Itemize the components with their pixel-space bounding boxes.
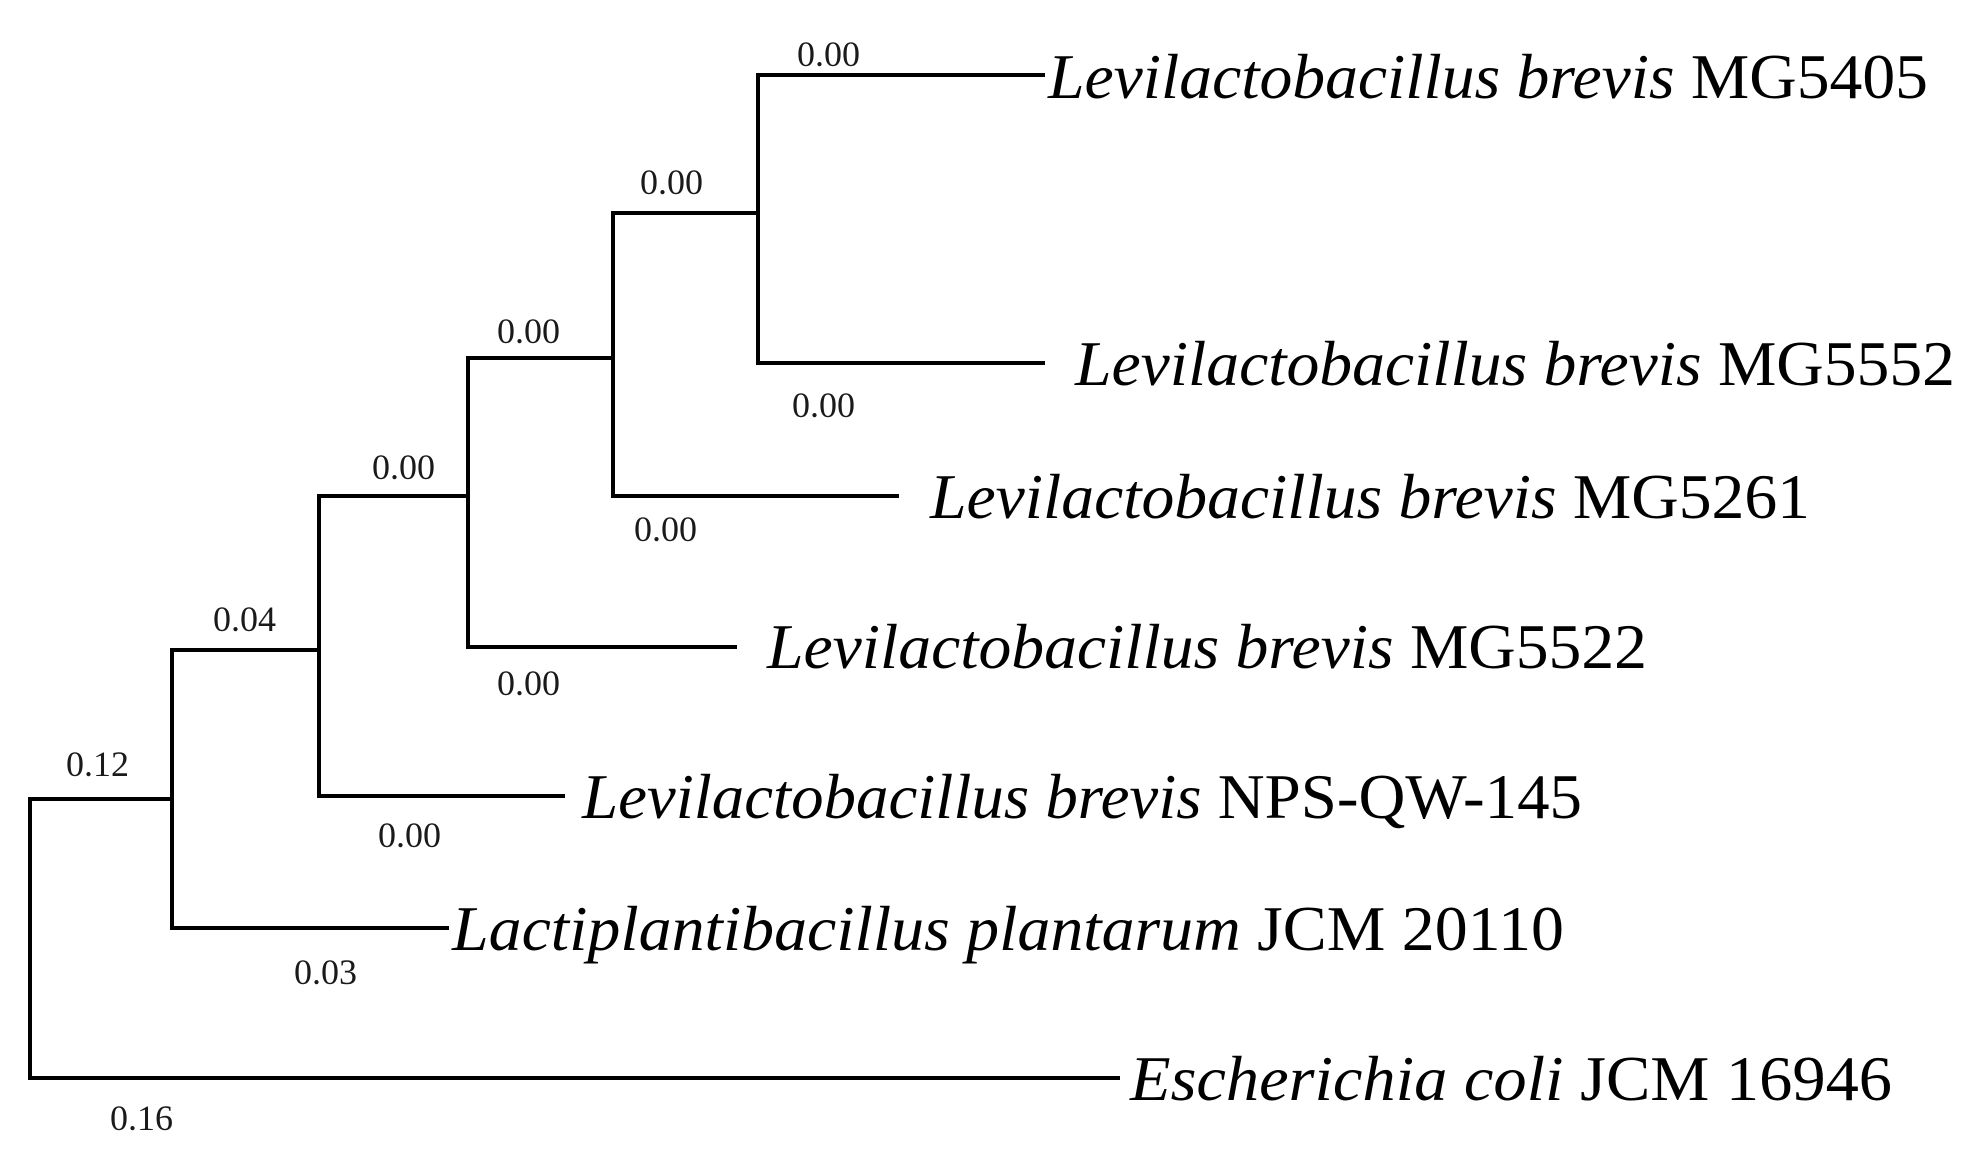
taxon-strain-mg5522: MG5522 [1410,611,1647,682]
taxon-strain-ecoli: JCM 16946 [1580,1043,1892,1114]
branch-length-mg5522: 0.00 [497,663,560,703]
taxon-label-mg5405: Levilactobacillus brevis MG5405 [1047,41,1928,112]
branch-length-clade-4: 0.00 [497,311,560,351]
taxon-strain-npsqw145: NPS-QW-145 [1218,761,1582,832]
taxon-label-mg5552: Levilactobacillus brevis MG5552 [1074,328,1955,399]
taxon-label-mg5261: Levilactobacillus brevis MG5261 [929,461,1810,532]
branch-length-mg5552: 0.00 [792,385,855,425]
taxon-strain-mg5405: MG5405 [1691,41,1928,112]
taxon-labels: Levilactobacillus brevis MG5405 Levilact… [451,41,1955,1114]
taxon-species-mg5405: Levilactobacillus brevis [1047,41,1691,112]
taxon-label-npsqw145: Levilactobacillus brevis NPS-QW-145 [581,761,1582,832]
taxon-strain-mg5261: MG5261 [1573,461,1810,532]
taxon-species-npsqw145: Levilactobacillus brevis [581,761,1218,832]
branch-length-ecoli: 0.16 [110,1098,173,1138]
branch-length-clade-5-inner: 0.00 [372,447,435,487]
tree-branches [28,73,1120,1080]
branch-length-npsqw145: 0.00 [378,815,441,855]
taxon-label-ecoli: Escherichia coli JCM 16946 [1129,1043,1892,1114]
branch-length-clade-5405-5552: 0.00 [640,162,703,202]
branch-length-clade-6: 0.12 [66,744,129,784]
taxon-strain-lplantarum: JCM 20110 [1257,893,1564,964]
branch-length-mg5405: 0.00 [797,34,860,74]
taxon-species-mg5261: Levilactobacillus brevis [929,461,1573,532]
taxon-species-mg5522: Levilactobacillus brevis [766,611,1410,682]
taxon-label-mg5522: Levilactobacillus brevis MG5522 [766,611,1647,682]
taxon-species-mg5552: Levilactobacillus brevis [1074,328,1718,399]
branch-length-clade-5: 0.04 [213,599,276,639]
branch-length-mg5261: 0.00 [634,509,697,549]
branch-length-lplantarum: 0.03 [294,952,357,992]
taxon-species-ecoli: Escherichia coli [1129,1043,1580,1114]
taxon-label-lplantarum: Lactiplantibacillus plantarum JCM 20110 [451,893,1564,964]
taxon-strain-mg5552: MG5552 [1718,328,1955,399]
taxon-species-lplantarum: Lactiplantibacillus plantarum [451,893,1257,964]
branch-length-labels: 0.00 0.00 0.00 0.00 0.00 0.00 0.04 0.00 … [66,34,860,1138]
